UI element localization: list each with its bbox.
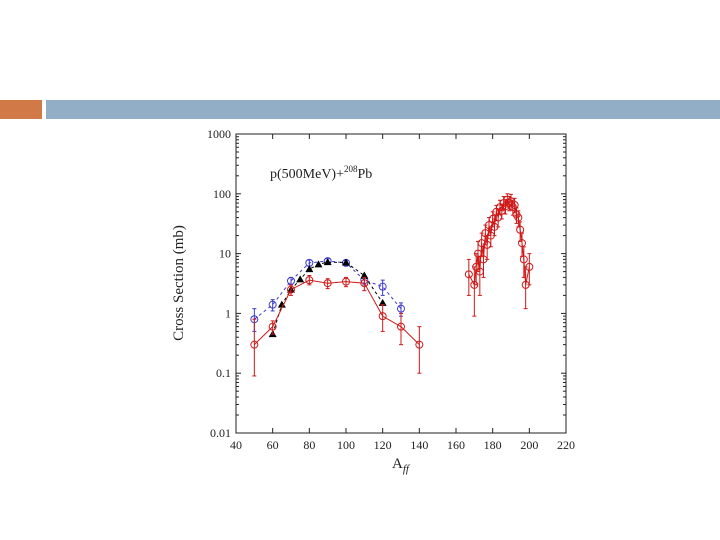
y-tick-label: 0.1 bbox=[216, 366, 231, 380]
data-point bbox=[305, 276, 314, 285]
series-calc-black bbox=[268, 258, 387, 338]
data-point bbox=[378, 282, 387, 291]
x-tick-label: 100 bbox=[337, 438, 355, 452]
x-tick-label: 220 bbox=[557, 438, 575, 452]
data-point bbox=[287, 276, 295, 285]
y-tick-label: 0.01 bbox=[210, 426, 231, 440]
series-line bbox=[272, 261, 384, 335]
data-point bbox=[378, 298, 387, 306]
series-layer bbox=[250, 193, 534, 377]
data-point bbox=[514, 213, 523, 222]
y-tick-label: 10 bbox=[219, 247, 231, 261]
data-point bbox=[287, 285, 295, 294]
data-point bbox=[268, 322, 277, 331]
series-line bbox=[253, 279, 420, 346]
data-point bbox=[323, 279, 332, 288]
data-point bbox=[342, 258, 350, 266]
x-tick-label: 120 bbox=[374, 438, 392, 452]
x-axis-title: Aff bbox=[392, 456, 411, 475]
series-exp-red-heavy bbox=[464, 193, 534, 317]
data-point bbox=[378, 312, 387, 321]
y-tick-label: 100 bbox=[213, 187, 231, 201]
data-point bbox=[296, 275, 305, 283]
x-tick-label: 60 bbox=[267, 438, 279, 452]
y-tick-label: 1000 bbox=[207, 127, 231, 141]
series-calc-blue bbox=[250, 257, 405, 332]
data-point bbox=[519, 255, 528, 264]
data-point bbox=[323, 258, 332, 266]
series-exp-red bbox=[250, 275, 424, 377]
data-point bbox=[305, 265, 314, 273]
plot-frame bbox=[235, 133, 567, 434]
data-point bbox=[464, 270, 473, 279]
x-tick-label: 140 bbox=[410, 438, 428, 452]
data-point bbox=[342, 277, 350, 286]
slide-accent-blue bbox=[46, 100, 720, 119]
data-point bbox=[277, 300, 286, 308]
data-point bbox=[415, 340, 424, 349]
y-tick-label: 1 bbox=[225, 306, 231, 320]
slide-accent-orange bbox=[0, 100, 42, 119]
plot-annotation: p(500MeV)+208Pb bbox=[270, 164, 372, 182]
x-tick-label: 160 bbox=[447, 438, 465, 452]
x-tick-label: 180 bbox=[484, 438, 502, 452]
data-point bbox=[360, 271, 369, 279]
data-point bbox=[397, 304, 405, 313]
y-axis-title: Cross Section (mb) bbox=[171, 225, 187, 341]
data-point bbox=[525, 262, 534, 271]
data-point bbox=[508, 203, 517, 212]
data-point bbox=[314, 260, 323, 268]
data-point bbox=[360, 279, 369, 288]
axis-ticks: 40 60 80 100 120 140 160 180 200 220 0.01 0.1 1 10 100… bbox=[207, 127, 575, 452]
x-tick-label: 80 bbox=[303, 438, 315, 452]
x-tick-label: 40 bbox=[230, 438, 242, 452]
x-tick-label: 200 bbox=[520, 438, 538, 452]
data-point bbox=[510, 200, 519, 209]
data-point bbox=[250, 340, 259, 349]
data-point bbox=[397, 322, 405, 331]
data-point bbox=[268, 300, 277, 309]
